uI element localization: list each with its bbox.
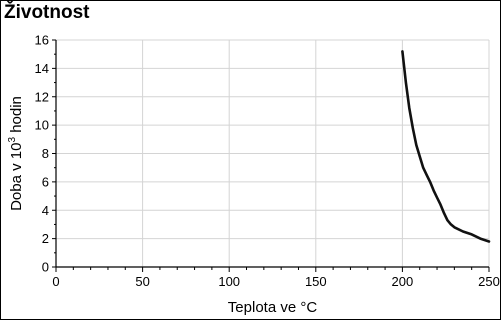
series-layer	[401, 50, 491, 243]
x-tick-label: 150	[305, 274, 327, 289]
y-axis-label-suffix: hodin	[8, 96, 25, 137]
y-axis-label: Doba v 103 hodin	[7, 96, 25, 211]
x-axis-label: Teplota ve °C	[228, 299, 318, 316]
y-tick-label: 8	[42, 146, 49, 161]
y-axis-label-prefix: Doba v 10	[8, 143, 25, 211]
y-tick-label: 6	[42, 174, 49, 189]
axes: 0 2 4 6 8 10 12 14 16 0 50 100 150 200 250	[35, 33, 500, 290]
x-tick-label: 250	[478, 274, 500, 289]
x-tick-label: 200	[392, 274, 414, 289]
grid	[56, 39, 490, 267]
x-tick-label: 50	[135, 274, 149, 289]
y-tick-label: 14	[35, 61, 49, 76]
y-axis-label-sup: 3	[7, 137, 18, 143]
y-tick-label: 12	[35, 89, 49, 104]
y-tick-label: 10	[35, 118, 49, 133]
y-tick-label: 2	[42, 231, 49, 246]
series-line	[401, 50, 491, 243]
y-tick-label: 4	[42, 203, 49, 218]
chart-title: Životnost	[4, 2, 90, 23]
y-tick-label: 16	[35, 33, 49, 48]
x-tick-label: 100	[218, 274, 240, 289]
y-tick-label: 0	[42, 260, 49, 275]
x-tick-label: 0	[52, 274, 59, 289]
